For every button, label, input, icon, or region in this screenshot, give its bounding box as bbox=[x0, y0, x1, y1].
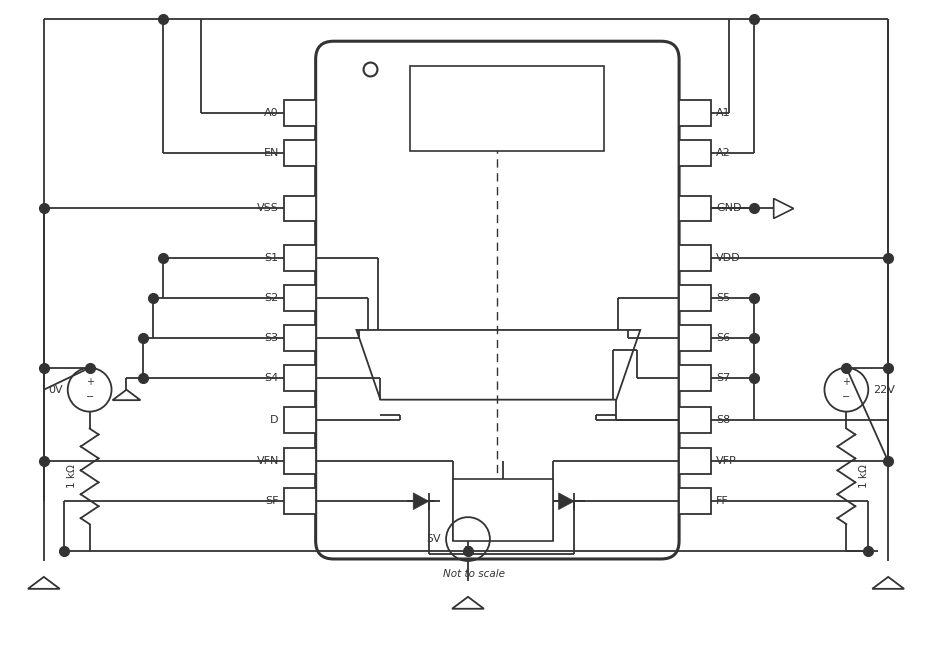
Text: S4: S4 bbox=[265, 373, 279, 382]
Text: 20: 20 bbox=[689, 108, 701, 118]
Bar bbox=[680, 285, 711, 311]
Bar bbox=[680, 406, 711, 433]
Text: +: + bbox=[842, 377, 851, 387]
Text: S2: S2 bbox=[265, 293, 279, 303]
Text: 4: 4 bbox=[297, 253, 302, 263]
Bar bbox=[284, 140, 315, 166]
Polygon shape bbox=[559, 493, 574, 510]
Bar bbox=[410, 66, 605, 151]
Polygon shape bbox=[413, 493, 429, 510]
Text: 11: 11 bbox=[689, 496, 701, 506]
Text: Logic Decoder: Logic Decoder bbox=[468, 114, 547, 123]
Bar bbox=[680, 488, 711, 514]
Text: S3: S3 bbox=[265, 333, 279, 343]
Text: S6: S6 bbox=[716, 333, 730, 343]
Text: Detection: Detection bbox=[477, 514, 528, 524]
Text: 18: 18 bbox=[689, 203, 701, 213]
Bar bbox=[453, 479, 552, 541]
Text: 1: 1 bbox=[297, 108, 302, 118]
Bar bbox=[284, 488, 315, 514]
Bar bbox=[284, 100, 315, 126]
Text: 6: 6 bbox=[297, 333, 302, 343]
Text: 10: 10 bbox=[294, 496, 306, 506]
Text: 8: 8 bbox=[297, 415, 302, 424]
Text: 19: 19 bbox=[689, 148, 701, 158]
Text: VSS: VSS bbox=[257, 203, 279, 213]
Text: EN: EN bbox=[263, 148, 279, 158]
Text: 15: 15 bbox=[689, 333, 701, 343]
Bar bbox=[284, 245, 315, 271]
Text: A0: A0 bbox=[264, 108, 279, 118]
Bar bbox=[284, 325, 315, 351]
Bar bbox=[680, 325, 711, 351]
Text: VFP: VFP bbox=[716, 457, 737, 466]
Text: 2: 2 bbox=[297, 148, 303, 158]
Bar bbox=[284, 285, 315, 311]
Text: 7: 7 bbox=[297, 373, 303, 382]
Text: 9: 9 bbox=[297, 457, 302, 466]
Text: 5V: 5V bbox=[427, 534, 441, 544]
Bar bbox=[680, 245, 711, 271]
Text: 17: 17 bbox=[689, 253, 701, 263]
Text: VFN: VFN bbox=[256, 457, 279, 466]
Text: A2: A2 bbox=[716, 148, 731, 158]
Text: Not to scale: Not to scale bbox=[443, 569, 505, 579]
Text: 1 kΩ: 1 kΩ bbox=[66, 464, 77, 488]
Text: A1: A1 bbox=[716, 108, 731, 118]
Text: S7: S7 bbox=[716, 373, 730, 382]
Bar bbox=[680, 448, 711, 474]
Bar bbox=[680, 100, 711, 126]
Text: 13: 13 bbox=[689, 415, 701, 424]
Bar bbox=[680, 365, 711, 391]
Bar bbox=[284, 406, 315, 433]
Text: 12: 12 bbox=[689, 457, 701, 466]
Text: −: − bbox=[842, 392, 851, 402]
Text: FF: FF bbox=[716, 496, 729, 506]
Text: 16: 16 bbox=[689, 293, 701, 303]
Text: 22V: 22V bbox=[873, 384, 895, 395]
Text: −: − bbox=[464, 542, 472, 551]
Text: Switch Driver/: Switch Driver/ bbox=[468, 95, 547, 106]
Text: +: + bbox=[85, 377, 94, 387]
Text: S1: S1 bbox=[265, 253, 279, 263]
Bar bbox=[284, 448, 315, 474]
Text: Fault: Fault bbox=[490, 497, 516, 507]
Text: SF: SF bbox=[265, 496, 279, 506]
Text: S8: S8 bbox=[716, 415, 730, 424]
Text: 3: 3 bbox=[297, 203, 302, 213]
Text: GND: GND bbox=[716, 203, 741, 213]
Bar bbox=[284, 365, 315, 391]
Text: 1 kΩ: 1 kΩ bbox=[859, 464, 870, 488]
Text: 5: 5 bbox=[297, 293, 303, 303]
Bar bbox=[284, 195, 315, 221]
Text: 0V: 0V bbox=[48, 384, 63, 395]
FancyBboxPatch shape bbox=[315, 41, 680, 559]
Text: −: − bbox=[85, 392, 94, 402]
Text: VDD: VDD bbox=[716, 253, 740, 263]
Text: 14: 14 bbox=[689, 373, 701, 382]
Text: +: + bbox=[464, 526, 472, 537]
Bar bbox=[680, 195, 711, 221]
Text: S5: S5 bbox=[716, 293, 730, 303]
Text: D: D bbox=[271, 415, 279, 424]
Bar bbox=[680, 140, 711, 166]
